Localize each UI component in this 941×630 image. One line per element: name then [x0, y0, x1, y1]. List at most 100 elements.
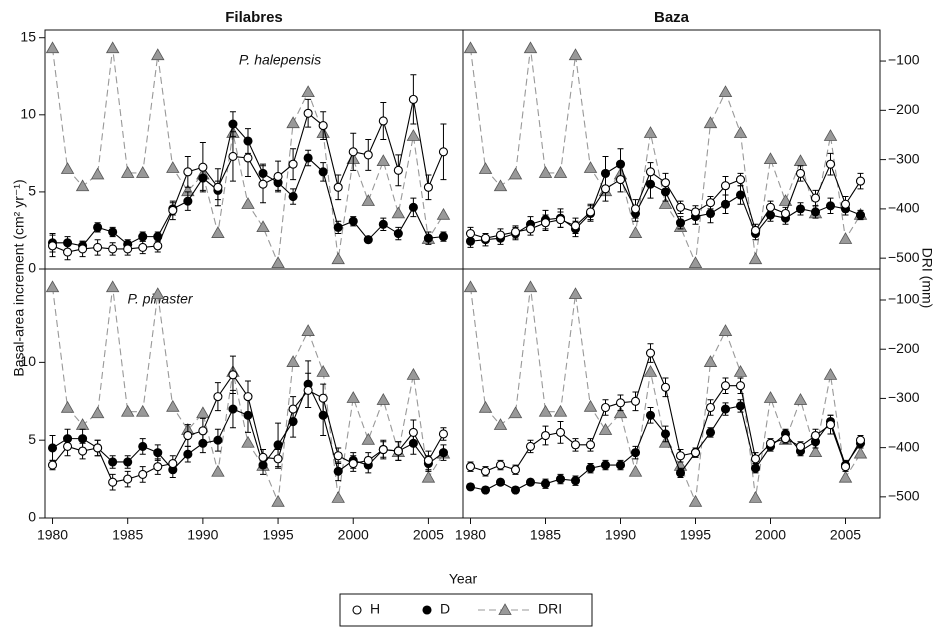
y2-tick-label: −200 [888, 101, 920, 117]
dri-marker [406, 129, 421, 141]
point-marker [288, 159, 298, 169]
dri-marker [286, 116, 300, 129]
x-tick-label: 1990 [187, 527, 218, 543]
point-marker [378, 219, 388, 229]
point-marker [318, 393, 328, 403]
point-marker [183, 449, 193, 459]
dri-marker [120, 404, 135, 417]
point-marker [735, 381, 746, 391]
dri-marker [733, 364, 748, 377]
dri-marker [628, 464, 643, 477]
point-marker [378, 116, 388, 126]
x-tick-label: 1980 [37, 527, 68, 543]
legend-marker [422, 605, 432, 615]
point-marker [795, 204, 806, 214]
legend-label: H [370, 601, 380, 617]
point-marker [495, 460, 506, 470]
dri-marker [90, 167, 105, 180]
point-marker [153, 462, 163, 472]
point-marker [690, 207, 701, 217]
x-tick-label: 2005 [413, 527, 444, 543]
dri-marker [748, 252, 763, 265]
dri-marker [135, 166, 150, 178]
point-marker [810, 207, 821, 217]
point-marker [675, 468, 686, 478]
point-marker [675, 451, 686, 461]
point-marker [510, 227, 521, 237]
point-marker [138, 242, 148, 252]
panel-frame [44, 268, 464, 519]
point-marker [735, 175, 746, 185]
point-marker [840, 462, 851, 472]
dri-marker [463, 41, 478, 54]
point-marker [47, 241, 58, 251]
point-marker [525, 224, 536, 234]
point-marker [765, 202, 776, 212]
dri-marker [60, 162, 75, 174]
dri-marker [90, 406, 105, 419]
point-marker [153, 448, 163, 458]
point-marker [183, 430, 193, 441]
y-tick-label: 5 [28, 431, 36, 447]
point-marker [228, 404, 238, 414]
point-marker [720, 199, 731, 209]
point-marker [555, 427, 566, 437]
y2-tick-label: −200 [888, 340, 920, 356]
point-marker [630, 204, 641, 214]
dri-marker [120, 166, 135, 178]
point-marker [108, 457, 118, 467]
point-marker [213, 182, 223, 192]
dri-marker [583, 161, 598, 173]
panel-title: Filabres [225, 9, 283, 26]
point-marker [228, 370, 238, 380]
dri-marker [361, 432, 376, 445]
point-marker [510, 485, 521, 495]
point-marker [108, 477, 118, 487]
dri-marker [643, 364, 658, 377]
dri-marker [508, 167, 523, 180]
point-marker [78, 244, 88, 254]
x-axis-label: Year [449, 571, 478, 587]
y-axis-label: Basal-area increment (cm² yr⁻¹) [11, 179, 27, 376]
point-marker [198, 162, 208, 172]
dri-marker [688, 256, 703, 269]
dri-marker [718, 85, 733, 98]
point-marker [228, 151, 238, 161]
point-marker [243, 392, 253, 402]
dri-marker [643, 126, 658, 138]
point-marker [393, 165, 403, 175]
point-marker [720, 181, 731, 191]
point-marker [465, 462, 476, 472]
x-tick-label: 1995 [680, 527, 711, 543]
point-marker [765, 438, 776, 448]
legend: H D DRI [352, 601, 562, 617]
point-marker [47, 443, 58, 453]
point-marker [348, 458, 358, 469]
y-tick-label: 0 [28, 260, 36, 276]
x-tick-label: 1985 [112, 527, 143, 543]
dri-marker [105, 41, 120, 54]
point-marker [465, 228, 476, 239]
point-marker [183, 196, 193, 206]
x-tick-label: 2005 [830, 527, 861, 543]
point-marker [735, 401, 746, 411]
dri-marker [823, 129, 838, 141]
point-marker [555, 215, 566, 225]
dri-marker [135, 404, 150, 417]
point-marker [855, 176, 866, 186]
point-marker [108, 227, 118, 237]
dri-marker [763, 152, 778, 165]
dri-marker [211, 226, 225, 238]
point-marker [303, 385, 313, 395]
point-marker [333, 222, 343, 232]
point-marker [480, 466, 491, 476]
point-marker [93, 242, 103, 252]
point-marker [705, 427, 716, 437]
dri-marker [241, 197, 255, 209]
y-tick-label: 10 [20, 353, 36, 369]
point-marker [423, 455, 433, 465]
point-marker [288, 191, 298, 202]
dri-marker [75, 179, 90, 192]
point-marker [630, 396, 641, 406]
point-marker [840, 199, 851, 209]
